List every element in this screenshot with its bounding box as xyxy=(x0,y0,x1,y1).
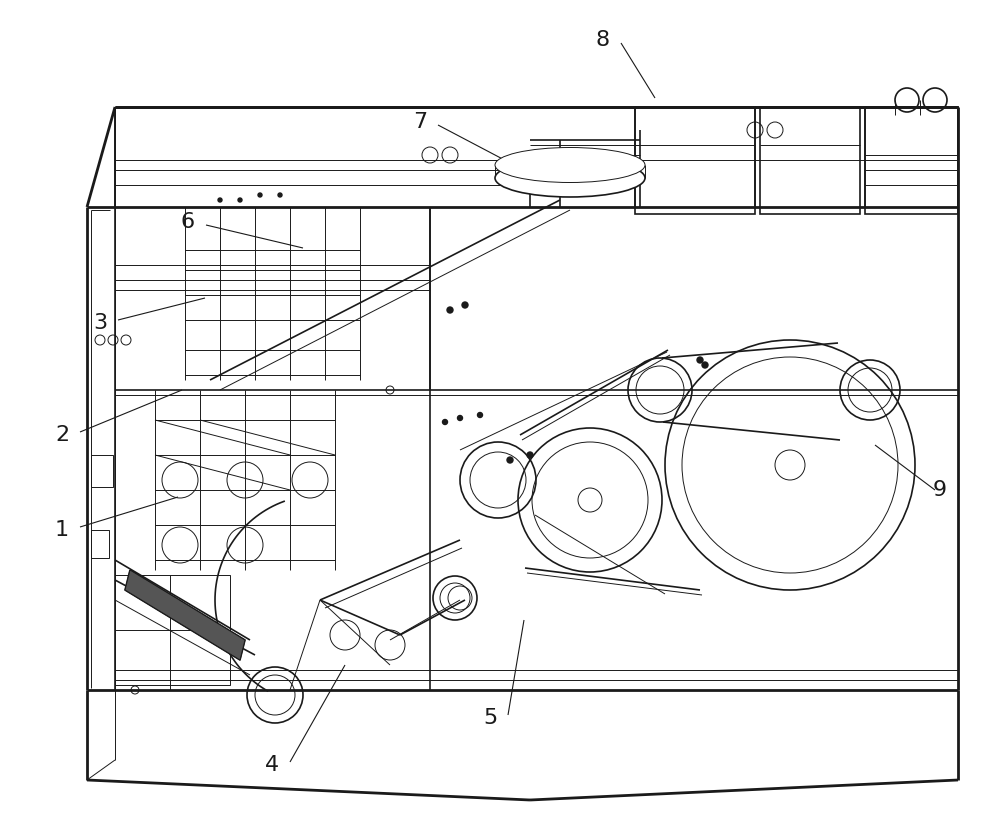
Circle shape xyxy=(697,357,703,363)
Bar xyxy=(865,107,958,214)
Text: 2: 2 xyxy=(55,425,69,445)
Ellipse shape xyxy=(495,159,645,197)
Text: 6: 6 xyxy=(181,212,195,232)
Circle shape xyxy=(447,307,453,313)
Text: 3: 3 xyxy=(93,313,107,333)
Bar xyxy=(115,575,230,685)
Bar xyxy=(760,107,860,214)
Bar xyxy=(635,107,755,214)
Circle shape xyxy=(238,198,242,202)
Polygon shape xyxy=(125,570,245,660)
Circle shape xyxy=(258,193,262,197)
Circle shape xyxy=(278,193,282,197)
Circle shape xyxy=(458,416,462,421)
Circle shape xyxy=(702,362,708,368)
Text: 8: 8 xyxy=(596,30,610,50)
Text: 4: 4 xyxy=(265,755,279,775)
Circle shape xyxy=(478,412,482,418)
Circle shape xyxy=(218,198,222,202)
Circle shape xyxy=(507,457,513,463)
Circle shape xyxy=(527,452,533,458)
Text: 5: 5 xyxy=(483,708,497,728)
Text: 7: 7 xyxy=(413,112,427,132)
Circle shape xyxy=(462,302,468,308)
Text: 1: 1 xyxy=(55,520,69,540)
Circle shape xyxy=(442,419,448,424)
Ellipse shape xyxy=(495,148,645,183)
Bar xyxy=(91,530,109,558)
Text: 9: 9 xyxy=(933,480,947,500)
Bar xyxy=(91,455,113,487)
